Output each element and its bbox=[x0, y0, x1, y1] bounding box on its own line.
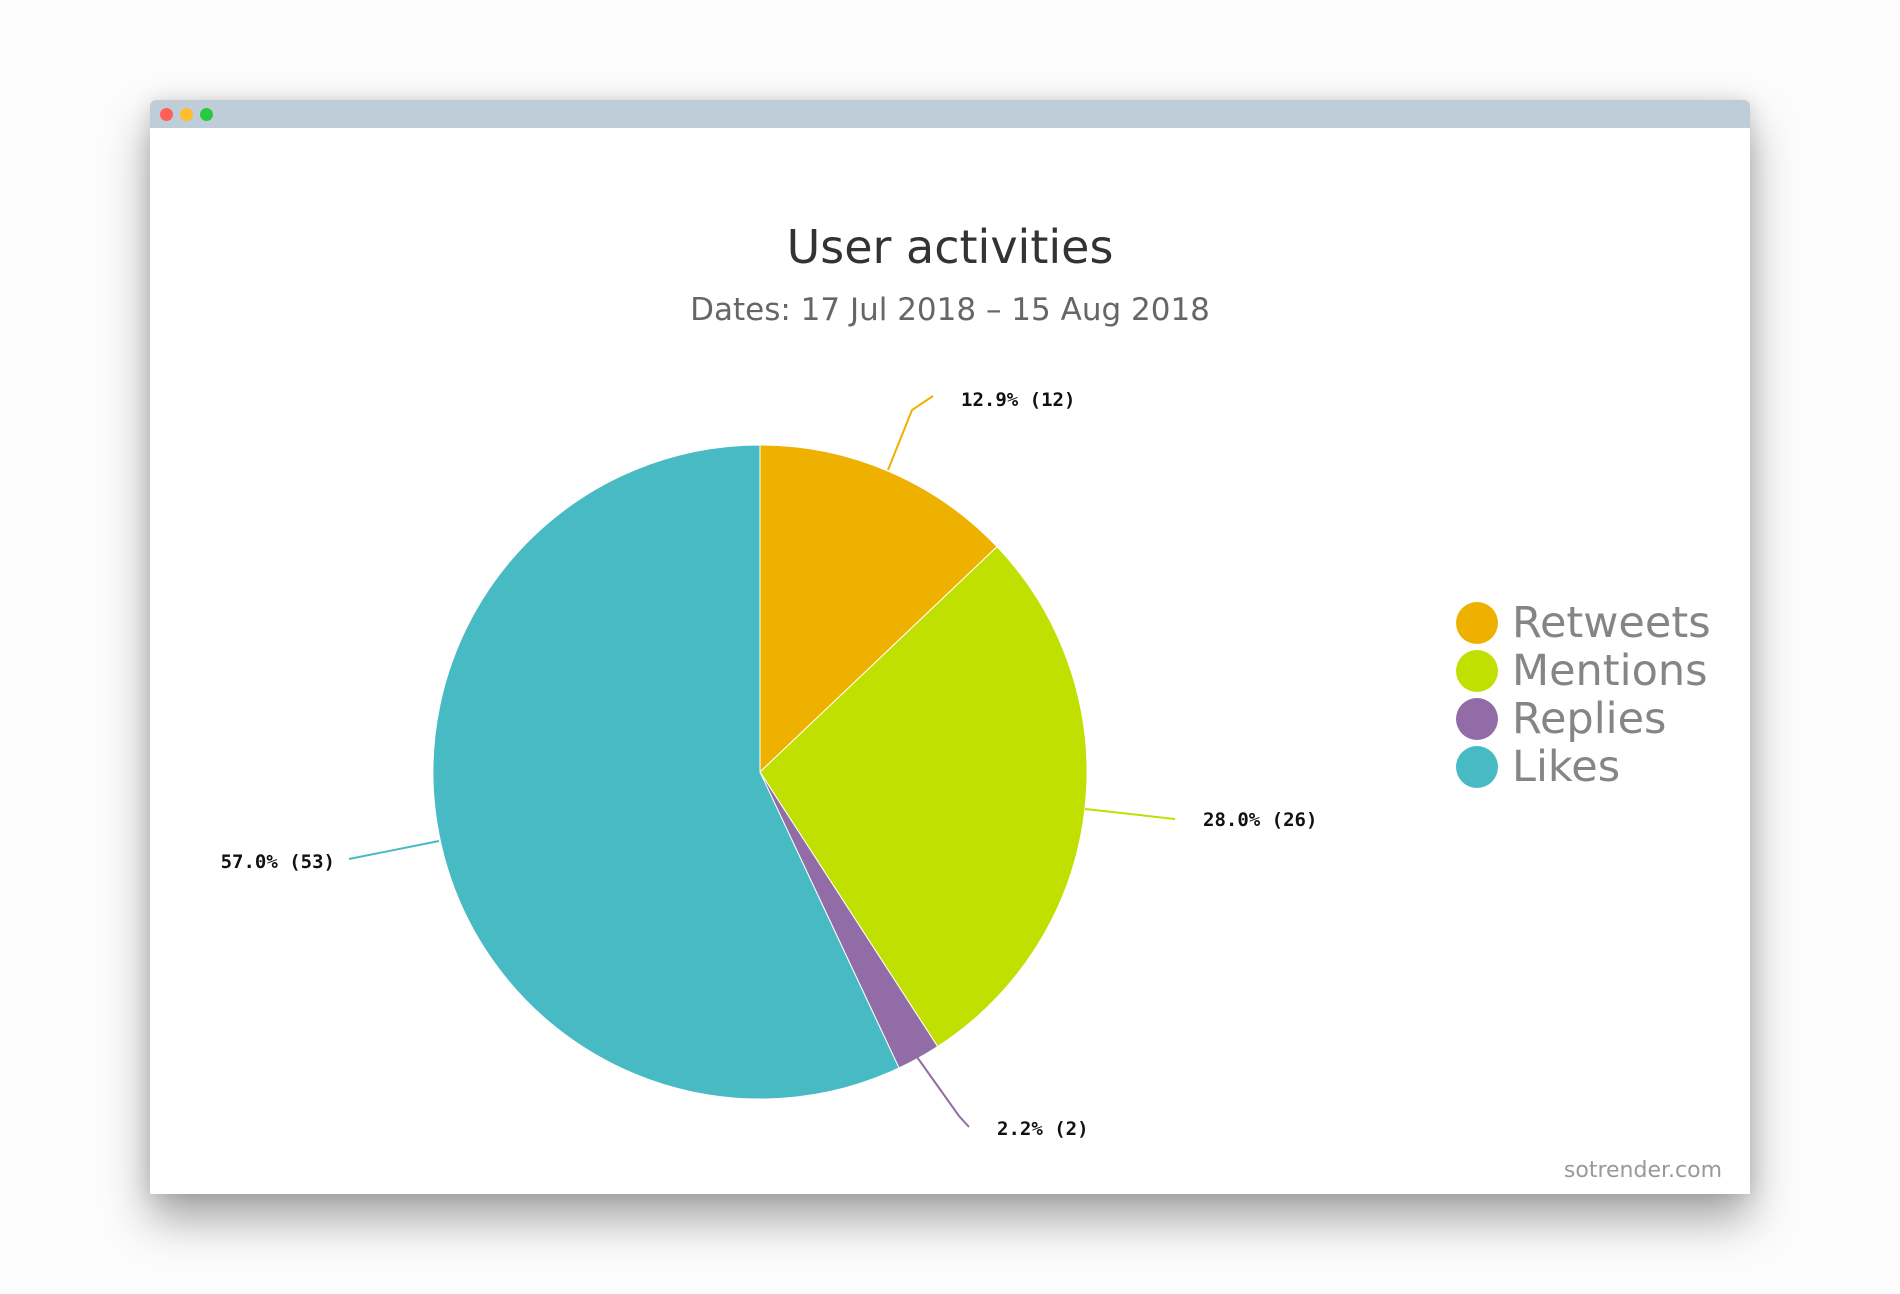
leader-line bbox=[916, 1056, 970, 1128]
data-label-replies: 2.2% (2) bbox=[997, 1118, 1089, 1140]
minimize-window-button[interactable] bbox=[180, 108, 193, 121]
data-label-likes: 57.0% (53) bbox=[221, 851, 335, 873]
legend-label: Retweets bbox=[1512, 598, 1711, 648]
legend-item-mentions[interactable]: Mentions bbox=[1456, 646, 1711, 696]
pie-slice-retweets[interactable] bbox=[759, 444, 998, 774]
leader-line bbox=[1084, 808, 1176, 820]
pie-slice-likes[interactable] bbox=[432, 444, 900, 1100]
legend-label: Replies bbox=[1512, 694, 1667, 744]
legend: Retweets Mentions Replies Likes bbox=[1456, 598, 1711, 792]
chart-subtitle: Dates: 17 Jul 2018 – 15 Aug 2018 bbox=[690, 292, 1210, 328]
close-window-button[interactable] bbox=[160, 108, 173, 121]
legend-item-likes[interactable]: Likes bbox=[1456, 742, 1711, 792]
leader-line bbox=[348, 840, 440, 860]
legend-label: Likes bbox=[1512, 742, 1621, 792]
legend-marker bbox=[1456, 698, 1498, 740]
data-label-mentions: 28.0% (26) bbox=[1203, 809, 1317, 831]
pie-slice-mentions[interactable] bbox=[759, 546, 1088, 1048]
data-label-retweets: 12.9% (12) bbox=[961, 389, 1075, 411]
legend-marker bbox=[1456, 602, 1498, 644]
maximize-window-button[interactable] bbox=[200, 108, 213, 121]
legend-marker bbox=[1456, 746, 1498, 788]
legend-item-replies[interactable]: Replies bbox=[1456, 694, 1711, 744]
legend-item-retweets[interactable]: Retweets bbox=[1456, 598, 1711, 648]
legend-marker bbox=[1456, 650, 1498, 692]
chart-title: User activities bbox=[786, 220, 1114, 274]
legend-label: Mentions bbox=[1512, 646, 1708, 696]
window-titlebar bbox=[150, 100, 1750, 128]
watermark: sotrender.com bbox=[1563, 1158, 1722, 1183]
leader-line bbox=[887, 395, 934, 471]
browser-window: User activities Dates: 17 Jul 2018 – 15 … bbox=[150, 100, 1750, 1194]
pie-chart: 12.9% (12) 28.0% (26) 2.2% (2) 57.0% (53) bbox=[221, 389, 1318, 1140]
